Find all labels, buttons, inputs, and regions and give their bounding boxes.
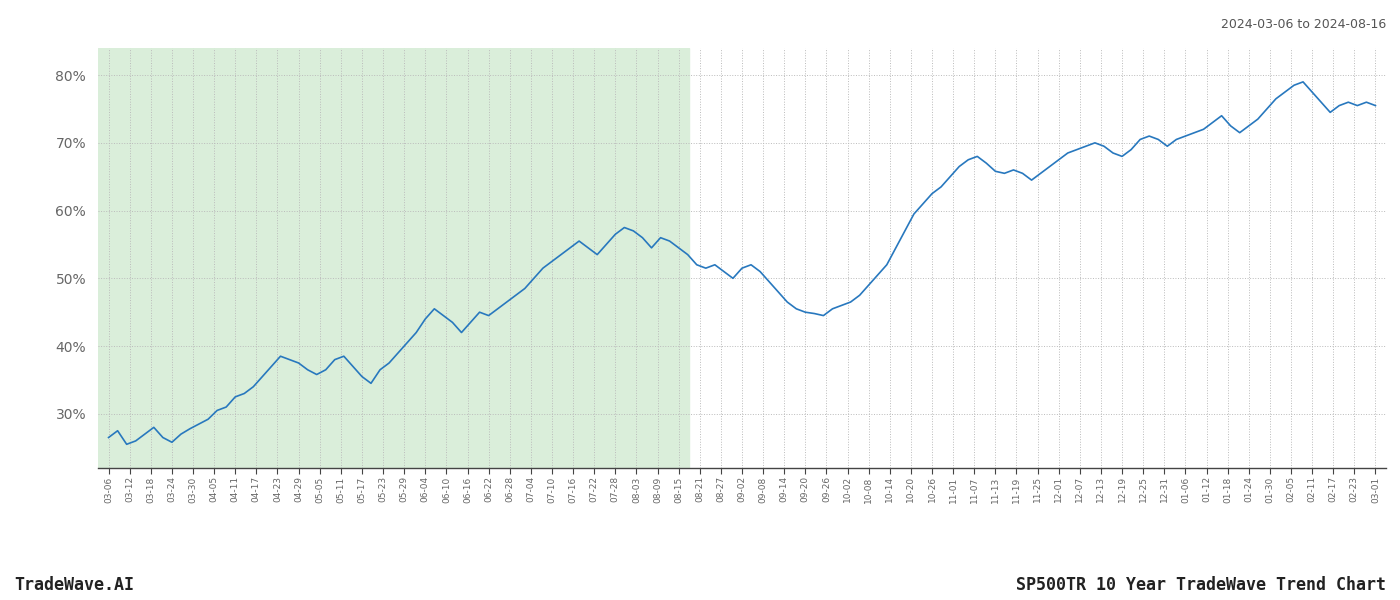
Text: 2024-03-06 to 2024-08-16: 2024-03-06 to 2024-08-16 [1221, 18, 1386, 31]
Text: TradeWave.AI: TradeWave.AI [14, 576, 134, 594]
Text: SP500TR 10 Year TradeWave Trend Chart: SP500TR 10 Year TradeWave Trend Chart [1016, 576, 1386, 594]
Bar [98, 48, 689, 468]
